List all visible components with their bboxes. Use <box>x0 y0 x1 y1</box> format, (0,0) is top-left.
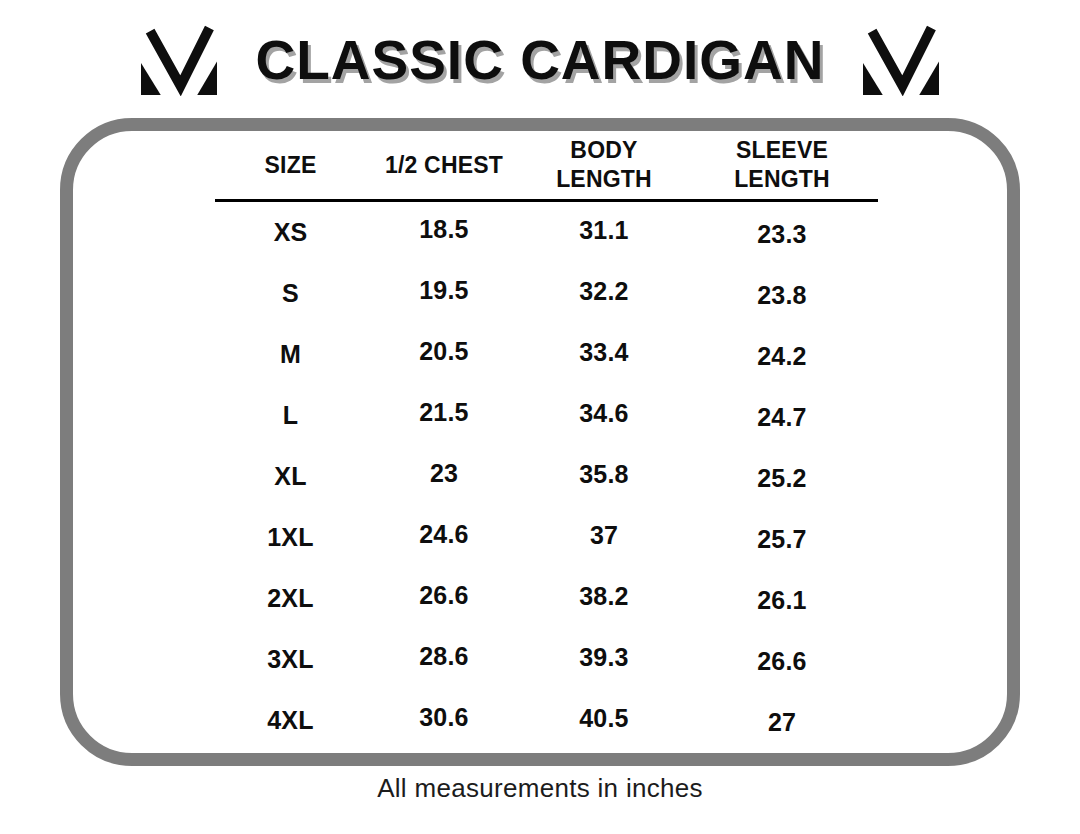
table-row: L21.534.624.7 <box>215 385 878 446</box>
table-row: XS18.531.123.3 <box>215 202 878 263</box>
size-label: XL <box>215 462 366 491</box>
column-header: 1/2 CHEST <box>366 151 522 180</box>
measurement-value: 21.5 <box>366 398 522 427</box>
measurement-value: 23 <box>366 459 522 488</box>
size-label: S <box>215 279 366 308</box>
table-row: 4XL30.640.527 <box>215 690 878 751</box>
table-row: 3XL28.639.326.6 <box>215 629 878 690</box>
table-row: 1XL24.63725.7 <box>215 507 878 568</box>
brand-logo-right <box>863 24 939 96</box>
table-header-row: SIZE1/2 CHESTBODY LENGTHSLEEVE LENGTH <box>215 132 878 198</box>
measurement-value: 20.5 <box>366 337 522 366</box>
measurement-value: 32.2 <box>522 277 686 306</box>
column-header: SIZE <box>215 151 366 180</box>
page-title: CLASSIC CARDIGAN <box>255 28 824 92</box>
measurement-value: 30.6 <box>366 703 522 732</box>
measurement-value: 25.7 <box>686 525 878 554</box>
size-label: L <box>215 401 366 430</box>
brand-logo-left <box>141 24 217 96</box>
table-row: S19.532.223.8 <box>215 263 878 324</box>
measurement-value: 27 <box>686 708 878 737</box>
measurement-value: 37 <box>522 521 686 550</box>
size-chart-page: CLASSIC CARDIGAN SIZE1/2 CHESTBODY LENGT… <box>0 0 1080 834</box>
size-label: 3XL <box>215 645 366 674</box>
measurement-value: 23.8 <box>686 281 878 310</box>
measurement-value: 18.5 <box>366 215 522 244</box>
measurement-value: 25.2 <box>686 464 878 493</box>
size-label: XS <box>215 218 366 247</box>
measurement-value: 34.6 <box>522 399 686 428</box>
table-row: M20.533.424.2 <box>215 324 878 385</box>
measurement-value: 23.3 <box>686 220 878 249</box>
header: CLASSIC CARDIGAN <box>0 14 1080 106</box>
size-label: 2XL <box>215 584 366 613</box>
brand-m-monogram-icon <box>141 24 217 96</box>
table-row: XL2335.825.2 <box>215 446 878 507</box>
size-label: M <box>215 340 366 369</box>
measurement-value: 19.5 <box>366 276 522 305</box>
brand-m-monogram-icon <box>863 24 939 96</box>
table-row: 2XL26.638.226.1 <box>215 568 878 629</box>
column-header: SLEEVE LENGTH <box>686 136 878 194</box>
measurement-value: 28.6 <box>366 642 522 671</box>
measurement-value: 40.5 <box>522 704 686 733</box>
measurement-value: 24.2 <box>686 342 878 371</box>
measurement-value: 31.1 <box>522 216 686 245</box>
measurement-value: 35.8 <box>522 460 686 489</box>
size-chart-table: SIZE1/2 CHESTBODY LENGTHSLEEVE LENGTH XS… <box>215 132 878 751</box>
units-note: All measurements in inches <box>0 773 1080 804</box>
measurement-value: 26.1 <box>686 586 878 615</box>
table-body: XS18.531.123.3S19.532.223.8M20.533.424.2… <box>215 202 878 751</box>
measurement-value: 38.2 <box>522 582 686 611</box>
measurement-value: 24.6 <box>366 520 522 549</box>
measurement-value: 26.6 <box>366 581 522 610</box>
measurement-value: 26.6 <box>686 647 878 676</box>
size-label: 1XL <box>215 523 366 552</box>
measurement-value: 39.3 <box>522 643 686 672</box>
column-header: BODY LENGTH <box>522 136 686 194</box>
measurement-value: 24.7 <box>686 403 878 432</box>
measurement-value: 33.4 <box>522 338 686 367</box>
size-label: 4XL <box>215 706 366 735</box>
